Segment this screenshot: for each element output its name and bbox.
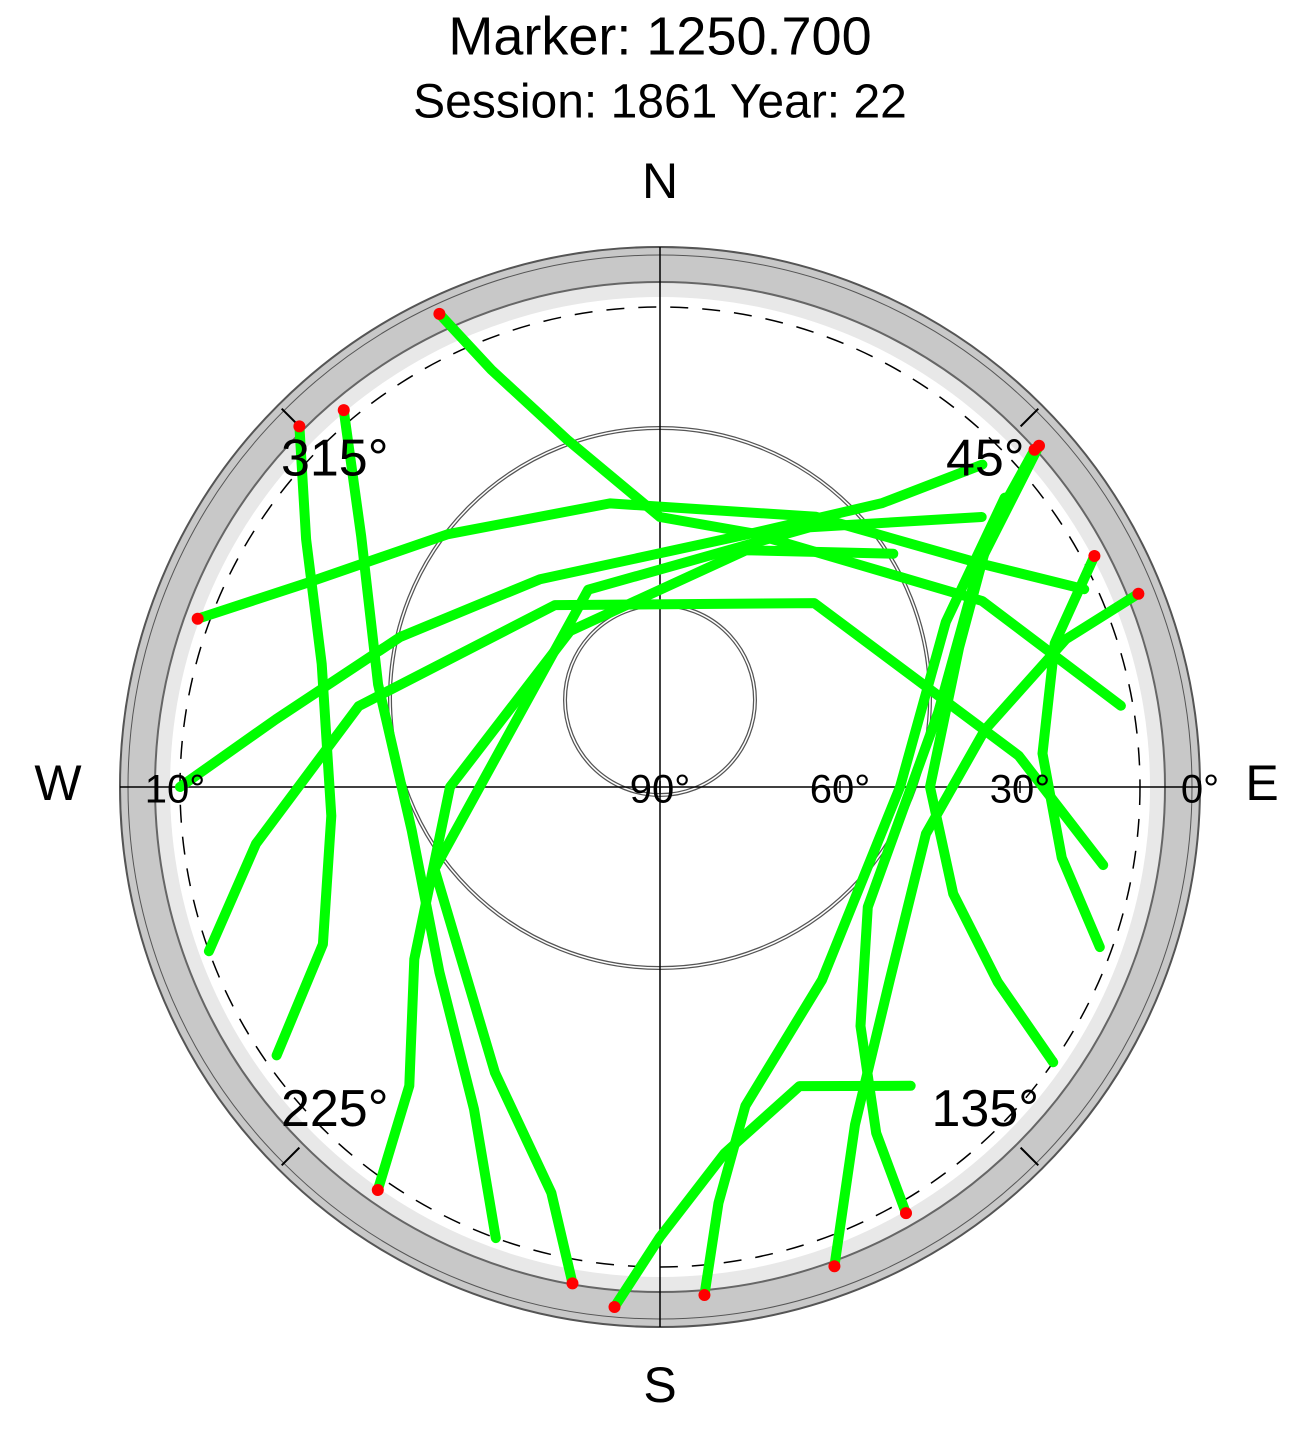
direction-label: 135° (931, 1080, 1039, 1138)
azimuth-tick (1019, 1146, 1040, 1167)
track (203, 598, 1109, 957)
direction-label: W (34, 755, 82, 811)
direction-label: N (642, 153, 678, 209)
track (338, 405, 501, 1244)
azimuth-tick (280, 1146, 301, 1167)
direction-label: E (1245, 755, 1278, 811)
track (175, 528, 1126, 792)
track (699, 492, 1010, 1301)
low-point (566, 1277, 579, 1290)
low-point (293, 420, 306, 433)
direction-label: 225° (281, 1080, 389, 1138)
track (1037, 551, 1105, 953)
mask-label: 10° (145, 768, 206, 812)
direction-label: S (643, 1357, 676, 1413)
low-point (1088, 550, 1101, 563)
track (271, 421, 337, 1061)
low-point (191, 612, 204, 625)
direction-label: 315° (281, 429, 389, 487)
low-point (1028, 443, 1041, 456)
chart-subtitle: Session: 1861 Year: 22 (413, 76, 907, 129)
track (829, 588, 1144, 1272)
r-tick-label: 0° (1181, 768, 1219, 812)
tracks (175, 306, 1201, 1314)
r-tick-label: 30° (990, 768, 1051, 812)
track (434, 308, 988, 539)
direction-label: 45° (946, 429, 1025, 487)
track (609, 1080, 916, 1312)
labels: 10° 90° 60° 30° 0° N E S W 45° 135° 225° 315° (34, 153, 1278, 1413)
low-point (608, 1301, 621, 1314)
low-point (828, 1260, 841, 1273)
low-point (1132, 587, 1145, 600)
r-tick-label: 60° (810, 768, 871, 812)
low-point (698, 1289, 711, 1302)
track (925, 444, 1059, 1068)
r-tick-label: 90° (630, 768, 691, 812)
track (429, 512, 987, 1289)
low-point (433, 307, 446, 320)
low-point (900, 1207, 912, 1220)
azimuth-tick (1019, 407, 1040, 428)
low-point (371, 1184, 384, 1197)
chart-title: Marker: 1250.700 (448, 6, 871, 66)
low-point (337, 404, 350, 417)
